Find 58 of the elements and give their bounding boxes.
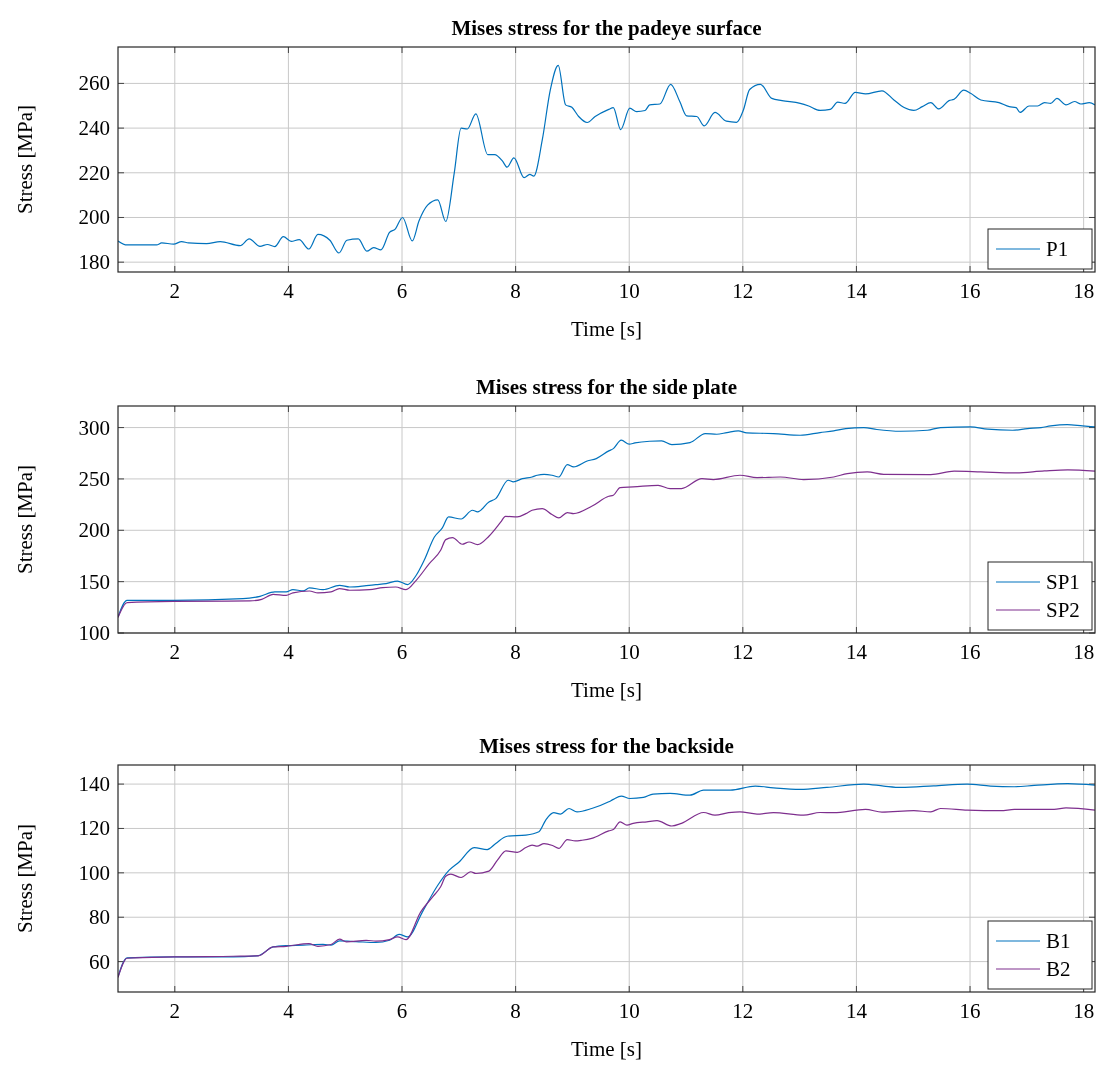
x-tick-label: 14: [845, 999, 868, 1023]
y-tick-label: 250: [78, 466, 110, 491]
x-axis-title: Time [s]: [571, 317, 642, 341]
y-tick-label: 260: [78, 71, 110, 96]
y-tick-label: 100: [78, 621, 110, 645]
x-tick-label: 10: [618, 279, 640, 303]
y-tick-label: 240: [78, 116, 110, 141]
x-tick-label: 4: [283, 279, 295, 303]
x-axis-title: Time [s]: [571, 678, 642, 702]
x-tick-label: 14: [845, 279, 868, 303]
y-tick-label: 200: [78, 205, 110, 230]
x-tick-label: 18: [1073, 640, 1095, 664]
y-axis-title: Stress [MPa]: [13, 823, 37, 934]
y-tick-label: 100: [78, 860, 110, 885]
y-tick-label: 180: [78, 250, 110, 275]
x-tick-label: 14: [845, 640, 868, 664]
y-tick-label: 300: [78, 415, 110, 440]
chart-title: Mises stress for the backside: [479, 734, 734, 758]
y-axis-title: Stress [MPa]: [13, 104, 37, 215]
y-tick-label: 150: [78, 569, 110, 594]
y-tick-label: 200: [78, 518, 110, 543]
x-tick-label: 12: [732, 279, 754, 303]
x-tick-label: 8: [510, 999, 521, 1023]
legend-label: SP1: [1046, 570, 1080, 594]
line-series: [118, 469, 1095, 619]
legend-label: P1: [1046, 237, 1069, 261]
x-tick-label: 2: [169, 640, 181, 664]
y-axis-title: Stress [MPa]: [13, 464, 37, 575]
x-tick-label: 6: [396, 279, 408, 303]
x-axis-title: Time [s]: [571, 1037, 642, 1061]
x-tick-label: 4: [283, 999, 295, 1023]
x-tick-label: 12: [732, 640, 754, 664]
y-tick-label: 120: [78, 816, 110, 841]
y-tick-label: 140: [78, 772, 110, 797]
chart-title: Mises stress for the side plate: [475, 375, 738, 399]
chart-title: Mises stress for the padeye surface: [451, 16, 762, 40]
x-tick-label: 10: [618, 640, 640, 664]
x-tick-label: 2: [169, 999, 181, 1023]
x-tick-label: 8: [510, 640, 521, 664]
line-series: [118, 64, 1095, 254]
legend-label: B1: [1046, 929, 1071, 953]
legend-label: SP2: [1046, 598, 1080, 622]
y-tick-label: 220: [78, 160, 110, 185]
y-tick-label: 80: [89, 905, 110, 930]
x-tick-label: 18: [1073, 999, 1095, 1023]
x-tick-label: 16: [959, 999, 981, 1023]
x-tick-label: 6: [396, 999, 408, 1023]
x-tick-label: 2: [169, 279, 181, 303]
x-tick-label: 16: [959, 640, 981, 664]
legend-label: B2: [1046, 957, 1071, 981]
x-tick-label: 10: [618, 999, 640, 1023]
x-tick-label: 16: [959, 279, 981, 303]
y-tick-label: 60: [89, 949, 110, 974]
x-tick-label: 8: [510, 279, 521, 303]
x-tick-label: 12: [732, 999, 754, 1023]
x-tick-label: 6: [396, 640, 408, 664]
x-tick-label: 4: [283, 640, 295, 664]
x-tick-label: 18: [1073, 279, 1095, 303]
